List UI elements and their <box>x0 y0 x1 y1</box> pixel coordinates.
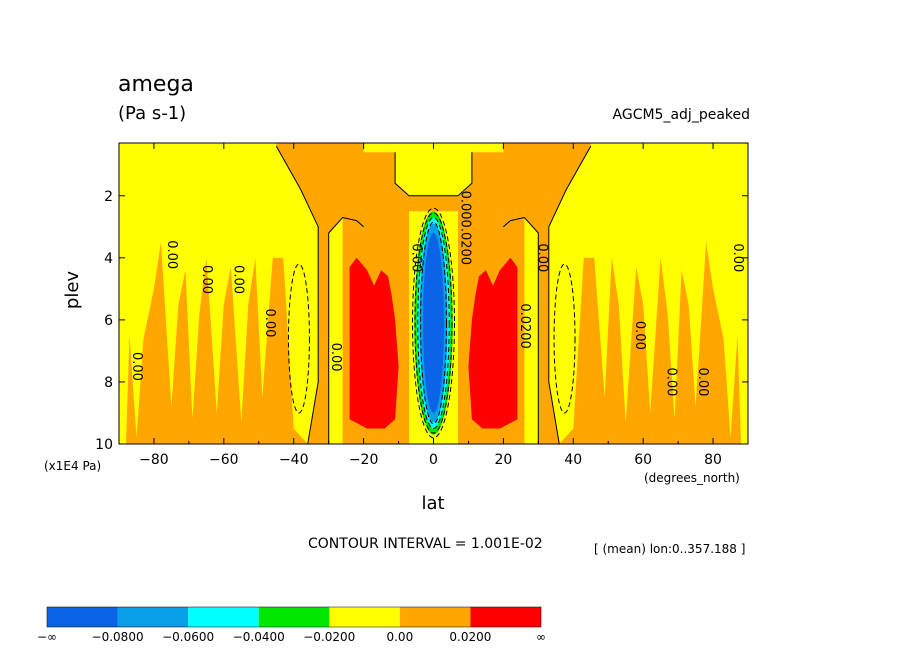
yellow-region <box>363 143 504 196</box>
contour-label: 0.00 <box>457 191 472 220</box>
contour-line <box>548 145 592 444</box>
contour-label: 0.00 <box>534 243 549 272</box>
y-tick-label: 2 <box>104 189 113 205</box>
colorbar-label: −0.0400 <box>233 630 285 644</box>
colorbar-swatch <box>470 607 541 627</box>
yellow-region <box>548 143 748 444</box>
x-tick-label: −20 <box>349 452 379 468</box>
colorbar-label: ∞ <box>536 630 546 644</box>
contour-label: 0.00 <box>664 367 679 396</box>
contour-label: 0.00 <box>632 321 647 350</box>
contour-label: 0.00 <box>262 309 277 338</box>
x-tick-label: −60 <box>209 452 239 468</box>
case-name: AGCM5_adj_peaked <box>613 107 750 123</box>
contour-label: 0.00 <box>730 243 745 272</box>
colorbar-label: −0.0600 <box>162 630 214 644</box>
axes: −80 −60 −40 −20 0 20 40 60 80 2 4 6 8 10 <box>95 142 749 468</box>
colorbar-label: −0.0800 <box>92 630 144 644</box>
dashed-contour <box>414 212 453 434</box>
contour-line <box>503 216 539 444</box>
y-tick-label: 6 <box>104 313 113 329</box>
contour-label: 0.00 <box>409 243 424 272</box>
y-tick-label: 4 <box>104 251 113 267</box>
dashed-contour <box>412 207 455 439</box>
contour-interval: CONTOUR INTERVAL = 1.001E-02 <box>308 536 543 552</box>
contour-fill <box>119 143 748 444</box>
dashed-contour <box>420 221 447 425</box>
colorbar-swatch <box>188 607 259 627</box>
contour-label: 0.00 <box>199 265 214 294</box>
colorbar-label: 0.00 <box>386 630 413 644</box>
yellow-region <box>119 143 319 444</box>
x-tick-label: 0 <box>429 452 438 468</box>
colorbar: −∞ −0.0800 −0.0600 −0.0400 −0.0200 0.00 0.0200… <box>37 606 546 644</box>
contour-line <box>275 145 319 444</box>
chart-title: amega <box>118 72 194 97</box>
colorbar-swatch <box>399 607 471 627</box>
contour-label: 0.0200 <box>517 303 532 349</box>
dashed-contour <box>417 216 450 429</box>
x-tick-label: −80 <box>139 452 169 468</box>
contour-labels: 0.000.000.00 0.000.000.000.00 0.02000.000.… <box>129 191 745 397</box>
contour-label: 0.00 <box>164 240 179 269</box>
core-band <box>423 232 444 413</box>
colorbar-swatch <box>117 607 189 627</box>
x-tick-label: 60 <box>634 452 652 468</box>
red-region <box>349 257 399 429</box>
mean-note: [ (mean) lon:0..357.188 ] <box>594 542 745 556</box>
y-axis-label: plev <box>62 271 83 310</box>
colorbar-label: 0.0200 <box>449 630 491 644</box>
x-tick-label: 20 <box>494 452 512 468</box>
y-tick-label: 10 <box>95 437 113 453</box>
colorbar-swatch <box>329 607 400 627</box>
contour-label: 0.0200 <box>457 220 472 265</box>
contour-line <box>328 216 364 444</box>
colorbar-swatch <box>258 607 330 627</box>
red-region <box>468 257 518 429</box>
contour-label: 0.00 <box>328 343 343 372</box>
colorbar-label: −0.0200 <box>303 630 355 644</box>
contour-label: 0.00 <box>695 367 710 396</box>
y-axis-units: (x1E4 Pa) <box>44 459 101 473</box>
contour-line <box>394 152 473 197</box>
colorbar-label: −∞ <box>37 630 57 644</box>
yellow-region <box>328 217 343 444</box>
x-axis-units: (degrees_north) <box>644 471 740 485</box>
x-tick-label: 80 <box>704 452 722 468</box>
colorbar-swatch <box>47 607 118 627</box>
plot-area <box>119 143 748 444</box>
x-tick-label: −40 <box>279 452 309 468</box>
dashed-contour <box>287 263 310 414</box>
chart-units: (Pa s-1) <box>118 103 186 124</box>
x-tick-label: 40 <box>564 452 582 468</box>
colorbar-frame <box>46 606 542 628</box>
dashed-contour <box>553 263 576 414</box>
y-tick-label: 8 <box>104 375 113 391</box>
contour-label: 0.00 <box>129 352 144 381</box>
contour-label: 0.00 <box>230 265 245 294</box>
yellow-region <box>524 217 539 444</box>
x-axis-label: lat <box>421 493 444 514</box>
